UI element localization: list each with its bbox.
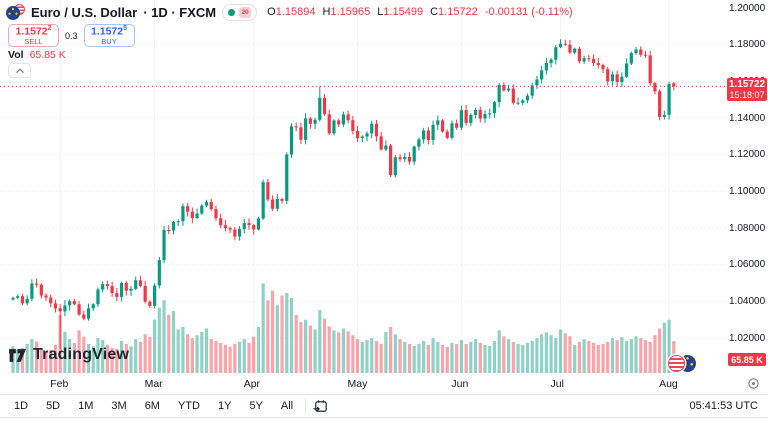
pair-logo-icon xyxy=(668,355,698,373)
range-button-6m[interactable]: 6M xyxy=(144,400,160,412)
low-label: L xyxy=(377,6,384,18)
symbol-pair-logo-icon xyxy=(6,4,25,20)
collapse-legend-button[interactable] xyxy=(8,63,31,78)
range-button-5y[interactable]: 5Y xyxy=(249,400,263,412)
grid-horizontal xyxy=(0,7,726,339)
price-tick-label: 1.18000 xyxy=(729,39,766,51)
range-button-5d[interactable]: 5D xyxy=(46,400,61,412)
sell-button-label: SELL xyxy=(24,37,43,47)
price-tick-label: 1.04000 xyxy=(729,295,766,307)
tradingview-watermark: TradingView xyxy=(8,346,129,364)
range-button-1d[interactable]: 1D xyxy=(14,400,29,412)
range-button-1y[interactable]: 1Y xyxy=(217,400,232,412)
sell-button[interactable]: 1.15722 SELL xyxy=(8,24,59,47)
us-flag-icon xyxy=(668,355,685,372)
time-tick-label: Feb xyxy=(50,378,69,390)
time-axis[interactable]: Feb Mar Apr May Jun Jul Aug xyxy=(0,374,768,394)
price-axis[interactable]: 1.15722 15:18:07 65.85 K 1.20000 1.18000 1… xyxy=(726,0,768,374)
time-tick-label: May xyxy=(347,378,368,390)
price-tick-label: 1.14000 xyxy=(729,112,766,124)
delayed-data-badge: 20 xyxy=(239,6,252,18)
bottom-toolbar: 1D 5D 1M 3M 6M YTD 1Y 5Y All 05:41:53 UTC xyxy=(0,394,768,418)
price-tick-label: 1.08000 xyxy=(729,222,766,234)
range-button-3m[interactable]: 3M xyxy=(111,400,127,412)
price-tick-label: 1.06000 xyxy=(729,259,766,271)
close-label: C xyxy=(430,6,439,18)
price-tick-label: 1.02000 xyxy=(729,332,766,344)
volume-value: 65.85 K xyxy=(29,49,66,61)
change-value: -0.00131 (-0.11%) xyxy=(484,6,573,18)
tradingview-logo-icon xyxy=(9,348,26,362)
range-button-group: 1D 5D 1M 3M 6M YTD 1Y 5Y All xyxy=(8,398,299,414)
trade-buttons: 1.15722 SELL 0.3 1.15725 BUY xyxy=(8,24,135,47)
open-value: 1.15894 xyxy=(275,6,316,18)
close-value: 1.15722 xyxy=(438,6,478,18)
market-status-pill[interactable]: 20 xyxy=(222,3,258,21)
symbol-title[interactable]: Euro / U.S. Dollar xyxy=(31,4,138,20)
time-tick-label: Jun xyxy=(451,378,469,390)
range-button-all[interactable]: All xyxy=(280,400,294,412)
symbol-interval-exchange[interactable]: · 1D · FXCM xyxy=(143,4,217,20)
buy-button-label: BUY xyxy=(101,37,117,47)
spread-value: 0.3 xyxy=(65,30,78,41)
high-label: H xyxy=(322,6,331,18)
scale-settings-icon[interactable] xyxy=(747,377,760,395)
volume-label: Vol xyxy=(8,49,24,61)
volume-legend[interactable]: Vol 65.85 K xyxy=(8,49,66,61)
candles-layer xyxy=(11,39,676,349)
open-label: O xyxy=(267,6,276,18)
buy-button[interactable]: 1.15725 BUY xyxy=(83,24,135,47)
market-open-dot-icon xyxy=(228,8,236,16)
range-button-ytd[interactable]: YTD xyxy=(177,400,200,412)
price-tick-label: 1.10000 xyxy=(729,185,766,197)
grid-vertical xyxy=(59,0,670,374)
volume-axis-badge: 65.85 K xyxy=(728,353,766,366)
chevron-up-icon xyxy=(15,67,24,73)
time-tick-label: Mar xyxy=(144,378,163,390)
price-tick-label: 1.12000 xyxy=(729,149,766,161)
time-tick-label: Aug xyxy=(659,378,678,390)
time-tick-label: Apr xyxy=(243,378,261,390)
go-to-date-button[interactable] xyxy=(312,398,329,415)
bar-countdown: 15:18:07 xyxy=(729,90,765,101)
toolbar-divider xyxy=(305,399,307,413)
low-value: 1.15499 xyxy=(383,6,424,18)
chart-canvas[interactable] xyxy=(0,0,726,374)
price-tick-label: 1.20000 xyxy=(729,2,766,14)
session-clock[interactable]: 05:41:53 UTC xyxy=(689,400,758,412)
time-tick-label: Jul xyxy=(550,378,564,390)
symbol-header: Euro / U.S. Dollar · 1D · FXCM 20 O1.158… xyxy=(6,3,573,21)
eu-flag-icon xyxy=(6,6,20,20)
last-price-value: 1.15722 xyxy=(728,79,766,91)
high-value: 1.15965 xyxy=(330,6,371,18)
calendar-icon xyxy=(313,399,327,412)
range-button-1m[interactable]: 1M xyxy=(78,400,94,412)
ohlc-readout: O1.15894 H1.15965 L1.15499 C1.15722 -0.0… xyxy=(267,6,573,18)
last-price-badge: 1.15722 15:18:07 xyxy=(727,78,767,102)
watermark-text: TradingView xyxy=(33,346,130,363)
